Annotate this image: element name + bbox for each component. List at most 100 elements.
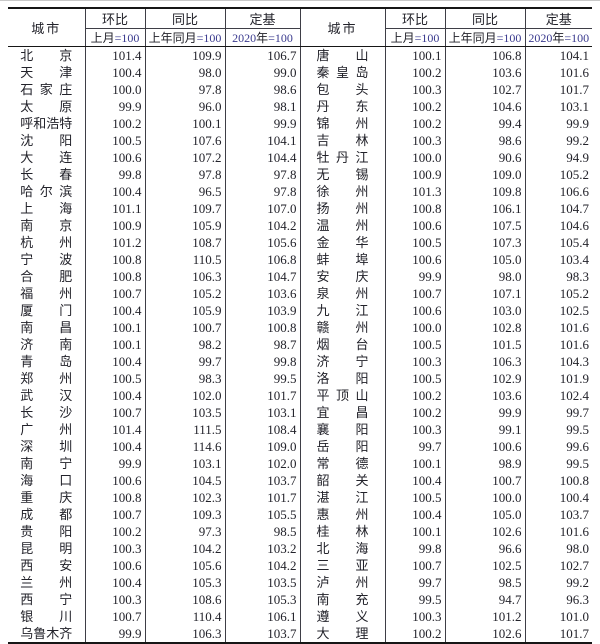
value-cell: 102.7 [559,558,589,573]
value-cell: 100.7 [385,285,446,302]
value-cell: 98.2 [145,336,226,353]
value-cell: 99.6 [566,439,589,454]
value-cell: 100.3 [385,608,446,625]
value-cell: 98.0 [445,268,526,285]
value-cell: 103.7 [559,507,589,522]
value-cell: 100.3 [385,421,446,438]
value-cell: 101.1 [85,200,146,217]
value-cell: 99.7 [385,574,446,591]
value-cell: 103.5 [145,404,226,421]
value-cell: 100.6 [445,438,526,455]
value-cell: 109.8 [445,183,526,200]
value-cell: 100.6 [385,217,446,234]
value-cell: 100.1 [385,46,446,64]
city-cell: 牡丹江 [300,149,386,166]
city-cell: 北京 [8,46,86,64]
value-cell: 100.5 [385,370,446,387]
city-name: 包头 [316,82,369,97]
value-cell: 101.4 [85,46,146,64]
value-cell: 103.1 [559,99,589,114]
table-row: 合肥 100.8 106.3 104.7 安庆 99.9 98.0 98.3 [8,268,592,285]
value-cell: 100.8 [559,473,589,488]
city-cell: 海口 [8,472,86,489]
value-cell: 103.9 [225,302,301,319]
value-cell: 105.3 [145,574,226,591]
value-cell: 99.0 [225,64,301,81]
city-cell: 呼和浩特 [8,115,86,132]
value-cell: 99.7 [566,405,589,420]
table-row: 青岛 100.4 99.7 99.8 济宁 100.3 106.3 104.3 [8,353,592,370]
table-row: 西宁 100.3 108.6 105.3 南充 99.5 94.7 96.3 [8,591,592,608]
value-cell: 104.6 [559,218,589,233]
city-cell: 深圳 [8,438,86,455]
city-cell: 安庆 [300,268,386,285]
value-cell: 106.6 [559,184,589,199]
value-cell: 102.0 [145,387,226,404]
table-row: 贵阳 100.2 97.3 98.5 桂林 100.1 102.6 101.6 [8,523,592,540]
value-cell: 102.0 [225,455,301,472]
city-cell: 赣州 [300,319,386,336]
subheader-fixedbase-left: 2020年=100 [225,28,301,47]
table-row: 北京 101.4 109.9 106.7 唐山 100.1 106.8 104.1 [8,46,592,64]
value-cell: 100.4 [85,353,146,370]
table-row: 成都 100.7 109.3 105.5 惠州 100.4 105.0 103.7 [8,506,592,523]
header-city-right: 城市 [300,8,386,47]
value-cell: 100.7 [85,608,146,625]
city-name: 温州 [316,218,369,233]
table-row: 乌鲁木齐 99.9 106.3 103.7 大理 100.2 102.6 101.7 [8,625,592,644]
value-cell: 107.0 [225,200,301,217]
value-cell: 100.8 [385,200,446,217]
city-cell: 南充 [300,591,386,608]
value-cell: 97.8 [225,183,301,200]
city-name: 泉州 [316,286,369,301]
value-cell: 100.5 [385,489,446,506]
city-name: 蚌埠 [316,252,369,267]
city-cell: 北海 [300,540,386,557]
table-row: 南京 100.9 105.9 104.2 温州 100.6 107.5 104.6 [8,217,592,234]
price-index-table: 城市 环比 同比 定基 城市 环比 同比 定基 上月=100 上年同月=100 … [8,7,592,644]
value-cell: 100.2 [385,625,446,644]
city-name: 长春 [20,167,73,182]
header-fixedbase-left: 定基 [225,8,301,29]
city-cell: 韶关 [300,472,386,489]
value-cell: 100.8 [85,268,146,285]
value-cell: 105.0 [445,506,526,523]
city-name: 湛江 [316,490,369,505]
value-cell: 101.7 [225,387,301,404]
value-cell: 101.2 [445,608,526,625]
value-cell: 100.7 [445,472,526,489]
city-name: 南京 [20,218,73,233]
value-cell: 104.2 [225,557,301,574]
header-row-secondary: 上月=100 上年同月=100 2020年=100 上月=100 上年同月=10… [8,28,592,47]
value-cell: 109.0 [225,438,301,455]
value-cell: 105.6 [145,557,226,574]
table-row: 郑州 100.5 98.3 99.5 洛阳 100.5 102.9 101.9 [8,370,592,387]
city-cell: 宜昌 [300,404,386,421]
table-row: 南宁 99.9 103.1 102.0 常德 100.1 98.9 99.5 [8,455,592,472]
value-cell: 100.2 [385,404,446,421]
value-cell: 100.8 [85,489,146,506]
value-cell: 100.7 [145,319,226,336]
value-cell: 107.1 [445,285,526,302]
value-cell: 100.1 [385,523,446,540]
value-cell: 104.2 [145,540,226,557]
value-cell: 100.2 [385,115,446,132]
value-cell: 102.4 [559,388,589,403]
value-cell: 107.3 [445,234,526,251]
value-cell: 105.2 [559,286,589,301]
value-cell: 103.2 [225,540,301,557]
value-cell: 106.1 [445,200,526,217]
city-name: 哈尔滨 [20,184,73,199]
value-cell: 100.4 [385,506,446,523]
value-cell: 104.2 [225,217,301,234]
value-cell: 100.5 [85,132,146,149]
value-cell: 100.5 [85,370,146,387]
city-cell: 长沙 [8,404,86,421]
city-name: 广州 [20,422,73,437]
city-name: 安庆 [316,269,369,284]
value-cell: 99.5 [566,456,589,471]
page-top-edge [0,0,600,1]
city-cell: 烟台 [300,336,386,353]
value-cell: 98.0 [566,541,589,556]
value-cell: 96.0 [145,98,226,115]
